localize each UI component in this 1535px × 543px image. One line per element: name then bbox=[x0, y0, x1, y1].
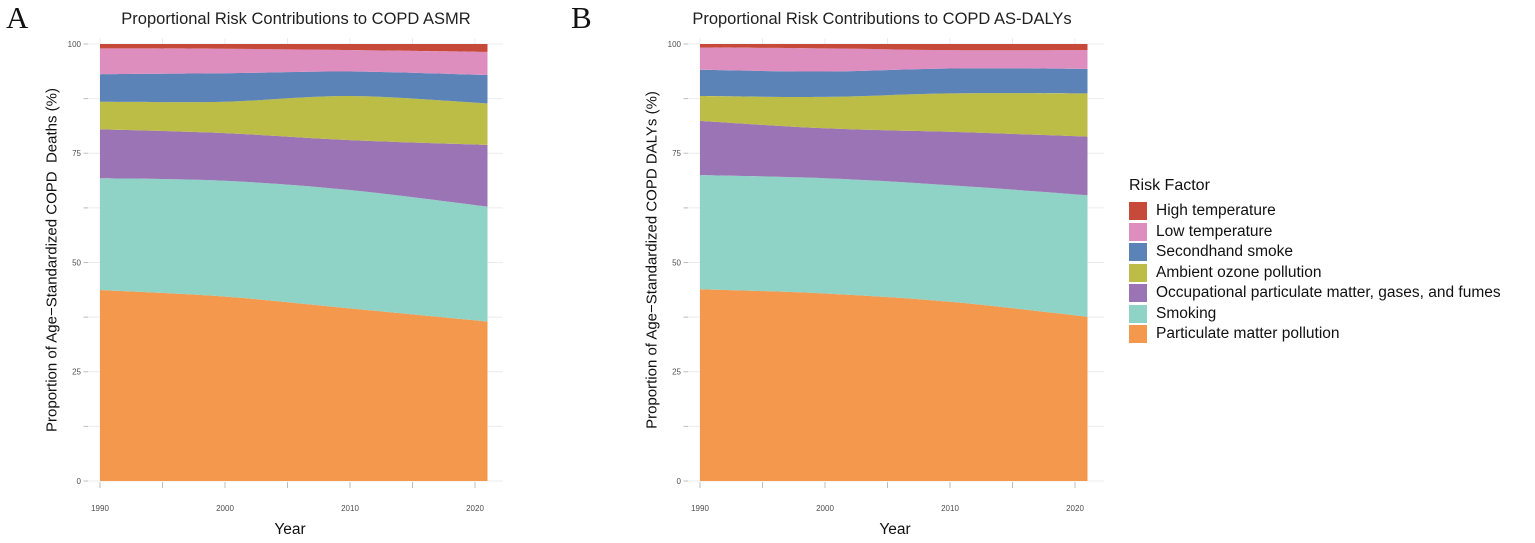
legend-item-smoking: Smoking bbox=[1129, 304, 1501, 323]
chart-b: 0 25 50 75 100 1990 2000 2010 2020 bbox=[668, 38, 1104, 513]
x-tick-label: 1990 bbox=[691, 504, 709, 513]
y-tick-label: 50 bbox=[72, 258, 81, 267]
legend-label: Ambient ozone pollution bbox=[1156, 263, 1322, 281]
legend-label: High temperature bbox=[1156, 202, 1276, 219]
legend: Risk Factor High temperature Low tempera… bbox=[1129, 177, 1501, 346]
area-low-temperature bbox=[100, 48, 488, 75]
chart-b-y-axis-label: Proportion of Age−Standardized COPD DALY… bbox=[643, 91, 661, 429]
chart-a-y-axis-label: Proportion of Age−Standardized COPD Deat… bbox=[43, 88, 61, 432]
y-tick-label: 75 bbox=[672, 149, 681, 158]
panel-letter-b: B bbox=[571, 0, 592, 35]
legend-label: Particulate matter pollution bbox=[1156, 325, 1340, 342]
y-tick-label: 0 bbox=[677, 477, 682, 486]
area-secondhand-smoke bbox=[700, 68, 1088, 97]
legend-title: Risk Factor bbox=[1129, 177, 1210, 194]
y-tick-label: 100 bbox=[68, 40, 82, 49]
area-ambient-ozone-pollution bbox=[100, 95, 488, 145]
legend-item-particulate-matter-pollution: Particulate matter pollution bbox=[1129, 325, 1501, 343]
chart-b-x-axis-label: Year bbox=[879, 521, 911, 538]
area-occupational-particulate-matter-gases-and-fumes bbox=[700, 120, 1088, 196]
area-high-temperature bbox=[100, 44, 488, 52]
secondhand-smoke-swatch bbox=[1129, 243, 1147, 261]
x-tick-label: 2000 bbox=[216, 504, 234, 513]
area-secondhand-smoke bbox=[100, 71, 488, 104]
particulate-matter-pollution-swatch bbox=[1129, 325, 1147, 343]
y-tick-label: 25 bbox=[672, 368, 681, 377]
high-temperature-swatch bbox=[1129, 202, 1147, 220]
area-particulate-matter-pollution bbox=[700, 289, 1088, 481]
x-tick-label: 2020 bbox=[1066, 504, 1084, 513]
area-high-temperature bbox=[700, 44, 1088, 51]
chart-a-stacked-areas bbox=[100, 44, 488, 481]
y-tick-label: 75 bbox=[72, 149, 81, 158]
area-ambient-ozone-pollution bbox=[700, 93, 1088, 137]
x-tick-label: 2010 bbox=[341, 504, 359, 513]
smoking-swatch bbox=[1129, 304, 1147, 323]
area-smoking bbox=[100, 178, 488, 322]
chart-a-title: Proportional Risk Contributions to COPD … bbox=[121, 10, 471, 28]
x-tick-label: 2010 bbox=[941, 504, 959, 513]
y-tick-label: 50 bbox=[672, 258, 681, 267]
legend-item-occupational-particulate-matter: Occupational particulate matter, gases, … bbox=[1129, 284, 1501, 302]
y-tick-label: 0 bbox=[77, 477, 82, 486]
y-tick-label: 25 bbox=[72, 368, 81, 377]
legend-label: Occupational particulate matter, gases, … bbox=[1156, 284, 1501, 301]
x-tick-label: 1990 bbox=[91, 504, 109, 513]
area-low-temperature bbox=[700, 47, 1088, 72]
panel-letter-a: A bbox=[6, 0, 29, 35]
legend-item-low-temperature: Low temperature bbox=[1129, 222, 1501, 241]
legend-label: Low temperature bbox=[1156, 222, 1273, 240]
y-tick-label: 100 bbox=[668, 40, 682, 49]
area-occupational-particulate-matter-gases-and-fumes bbox=[100, 129, 488, 207]
chart-b-axis-ticks: 0 25 50 75 100 1990 2000 2010 2020 bbox=[668, 40, 1085, 513]
chart-a-x-axis-label: Year bbox=[274, 521, 306, 538]
occupational-particulate-matter-swatch bbox=[1129, 284, 1147, 302]
legend-label: Secondhand smoke bbox=[1156, 243, 1294, 260]
legend-item-ambient-ozone-pollution: Ambient ozone pollution bbox=[1129, 263, 1501, 282]
chart-b-stacked-areas bbox=[700, 44, 1088, 481]
chart-b-title: Proportional Risk Contributions to COPD … bbox=[692, 10, 1072, 28]
legend-item-secondhand-smoke: Secondhand smoke bbox=[1129, 243, 1501, 261]
x-tick-label: 2020 bbox=[466, 504, 484, 513]
legend-label: Smoking bbox=[1156, 304, 1217, 322]
chart-a: 0 25 50 75 100 1990 2000 2010 2020 bbox=[68, 38, 503, 513]
ambient-ozone-pollution-swatch bbox=[1129, 263, 1147, 282]
legend-item-high-temperature: High temperature bbox=[1129, 202, 1501, 220]
chart-a-axis-ticks: 0 25 50 75 100 1990 2000 2010 2020 bbox=[68, 40, 485, 513]
area-particulate-matter-pollution bbox=[100, 290, 488, 481]
x-tick-label: 2000 bbox=[816, 504, 834, 513]
area-smoking bbox=[700, 175, 1088, 317]
low-temperature-swatch bbox=[1129, 222, 1147, 241]
